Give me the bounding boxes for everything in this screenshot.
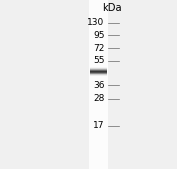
Text: 28: 28 (93, 94, 104, 103)
Text: 36: 36 (93, 81, 104, 90)
Bar (90, 73, 107, 74)
Bar (88, 0, 108, 169)
Bar (90, 72, 107, 73)
Bar (90, 70, 107, 71)
Text: 17: 17 (93, 121, 104, 130)
Bar (90, 71, 107, 72)
Text: kDa: kDa (102, 3, 121, 13)
Bar (90, 67, 107, 68)
Bar (90, 69, 107, 70)
Text: 130: 130 (87, 18, 104, 27)
Bar (90, 74, 107, 75)
Text: 95: 95 (93, 31, 104, 40)
Text: 72: 72 (93, 44, 104, 53)
Text: 55: 55 (93, 56, 104, 65)
Bar (90, 68, 107, 69)
Bar (90, 75, 107, 76)
